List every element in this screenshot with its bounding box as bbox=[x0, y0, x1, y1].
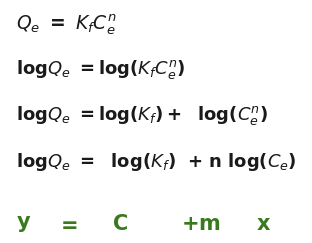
Text: $\mathbf{log}\bf\mathit{Q_e}$ $\mathbf{=}$  $\mathbf{log(}\bf\mathit{K_f}\mathbf: $\mathbf{log}\bf\mathit{Q_e}$ $\mathbf{=… bbox=[16, 151, 296, 173]
Text: $\bf\mathit{Q_e}$ $\mathbf{=}$ $\bf\mathit{K_f}\bf\mathit{C_e^n}$: $\bf\mathit{Q_e}$ $\mathbf{=}$ $\bf\math… bbox=[16, 12, 116, 37]
Text: $\mathbf{+m}$: $\mathbf{+m}$ bbox=[181, 214, 221, 234]
Text: $\mathbf{log}\bf\mathit{Q_e}$ $\mathbf{= log(}\bf\mathit{K_f}\mathbf{) +}$  $\ma: $\mathbf{log}\bf\mathit{Q_e}$ $\mathbf{=… bbox=[16, 104, 268, 128]
Text: $\mathbf{log}\bf\mathit{Q_e}$ $\mathbf{= log(}\bf\mathit{K_f}\bf\mathit{C_e^n}\m: $\mathbf{log}\bf\mathit{Q_e}$ $\mathbf{=… bbox=[16, 58, 185, 81]
Text: $\mathbf{C}$: $\mathbf{C}$ bbox=[112, 214, 128, 234]
Text: $\mathbf{x}$: $\mathbf{x}$ bbox=[256, 214, 271, 234]
Text: $\mathbf{y}$: $\mathbf{y}$ bbox=[16, 214, 31, 234]
Text: $\mathbf{=}$: $\mathbf{=}$ bbox=[56, 214, 78, 234]
